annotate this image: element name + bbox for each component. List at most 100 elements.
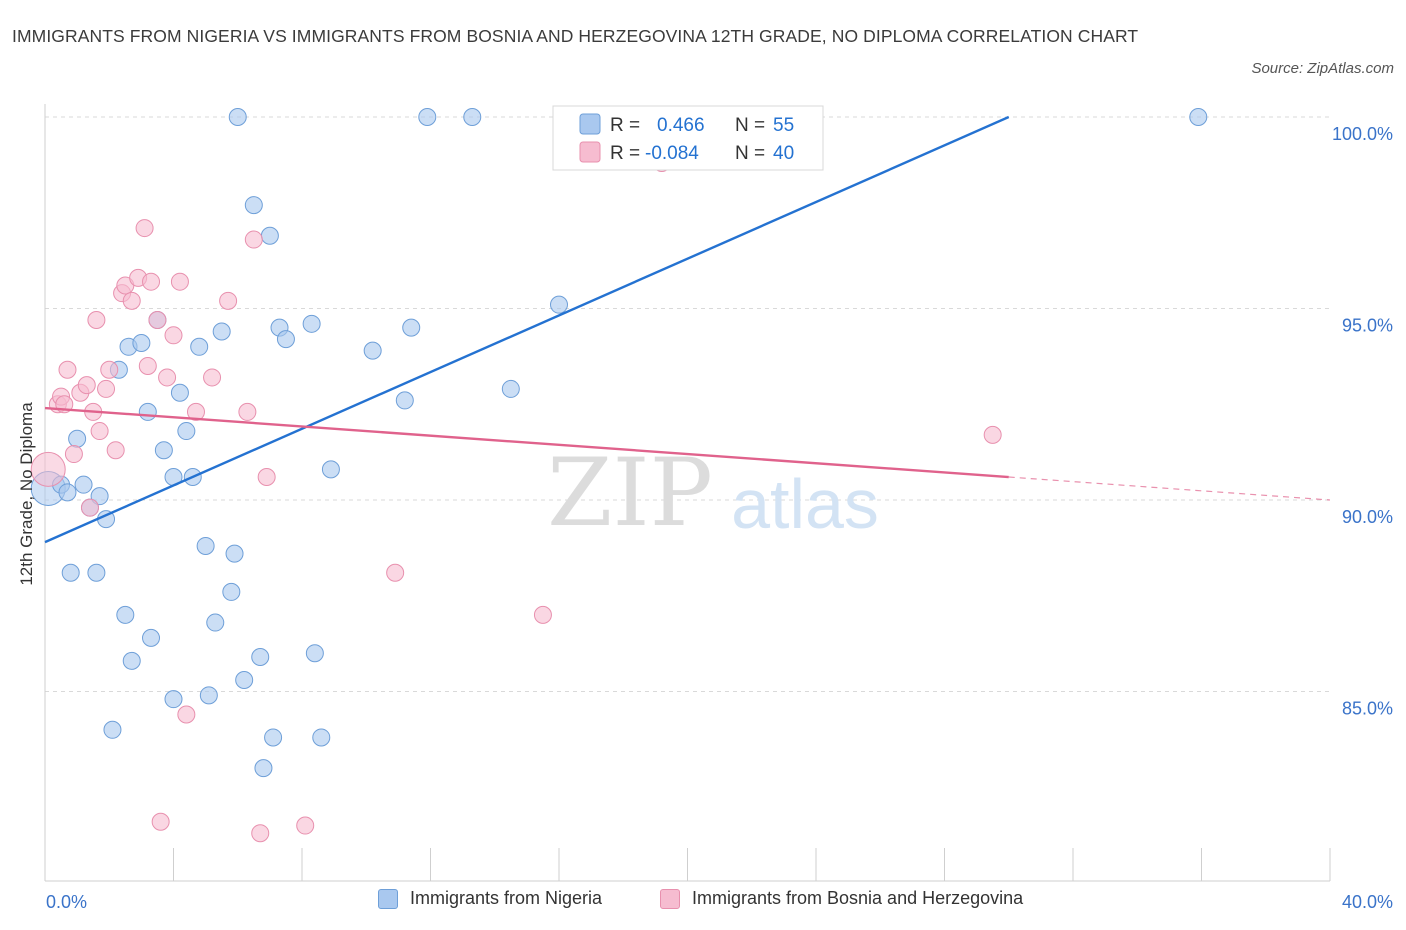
watermark-zip: ZIP <box>547 439 713 548</box>
nigeria-point <box>90 487 109 506</box>
bosnia-point <box>257 468 276 487</box>
watermark-atlas: atlas <box>731 465 879 543</box>
nigeria-point <box>276 330 295 349</box>
nigeria-point <box>235 671 254 690</box>
bosnia-point <box>251 824 270 843</box>
bosnia-point <box>142 272 161 291</box>
bosnia-point <box>90 422 109 441</box>
y-axis-label: 12th Grade, No Diploma <box>17 402 36 586</box>
x-tick-label: 0.0% <box>46 892 87 912</box>
nigeria-point <box>74 475 93 494</box>
legend-r-label: R = <box>610 115 640 136</box>
bosnia-point <box>138 356 157 375</box>
nigeria-point <box>164 690 183 709</box>
nigeria-point <box>212 322 231 341</box>
nigeria-point <box>251 648 270 667</box>
nigeria-point <box>177 422 196 441</box>
bosnia-point <box>122 291 141 310</box>
nigeria-point <box>402 318 421 337</box>
nigeria-point <box>68 429 87 448</box>
legend-swatch-nigeria <box>378 888 398 909</box>
bosnia-point <box>177 705 196 724</box>
legend-n-label: N = <box>735 143 765 164</box>
nigeria-trend-line <box>44 115 1010 544</box>
bosnia-point <box>64 445 83 464</box>
chart-title: IMMIGRANTS FROM NIGERIA VS IMMIGRANTS FR… <box>12 26 1139 46</box>
bosnia-point <box>87 310 106 329</box>
nigeria-point <box>228 108 247 126</box>
bosnia-point <box>164 326 183 345</box>
nigeria-point <box>138 402 157 421</box>
nigeria-point <box>196 536 215 555</box>
axes: 100.0% 95.0% 90.0% 85.0% 0.0% 40.0% <box>44 104 1393 912</box>
nigeria-point <box>170 383 189 402</box>
nigeria-point <box>254 759 273 778</box>
legend-n-value: 40 <box>773 143 794 164</box>
nigeria-point <box>225 544 244 563</box>
legend-n-label: N = <box>735 115 765 136</box>
nigeria-point <box>87 563 106 582</box>
bosnia-point <box>533 605 552 624</box>
bosnia-point <box>170 272 189 291</box>
y-tick-label: 90.0% <box>1342 507 1393 527</box>
legend-r-label: R = <box>610 143 640 164</box>
legend-n-value: 55 <box>773 115 794 136</box>
y-tick-label: 100.0% <box>1332 124 1393 144</box>
y-tick-label: 95.0% <box>1342 316 1393 336</box>
nigeria-point <box>305 644 324 663</box>
nigeria-point <box>260 226 279 245</box>
bosnia-point <box>58 360 77 379</box>
data-points <box>30 108 1208 843</box>
bosnia-point <box>30 451 66 487</box>
watermark: ZIP atlas <box>547 439 879 548</box>
nigeria-point <box>264 728 283 747</box>
bosnia-point <box>80 498 99 517</box>
nigeria-point <box>142 628 161 647</box>
nigeria-point <box>302 314 321 333</box>
bosnia-point <box>97 379 116 398</box>
nigeria-point <box>1189 108 1208 126</box>
bosnia-point <box>158 368 177 387</box>
legend-r-value: 0.466 <box>657 115 705 136</box>
nigeria-point <box>222 582 241 601</box>
nigeria-point <box>61 563 80 582</box>
bosnia-point <box>100 360 119 379</box>
bosnia-point <box>244 230 263 249</box>
legend-swatch-nigeria <box>579 113 601 135</box>
nigeria-point <box>116 605 135 624</box>
grid-lines <box>45 116 1330 692</box>
y-tick-label: 85.0% <box>1342 699 1393 719</box>
bosnia-point <box>296 816 315 835</box>
nigeria-point <box>58 483 77 502</box>
bosnia-trend-extension <box>1008 476 1331 501</box>
legend-label-nigeria: Immigrants from Nigeria <box>410 888 603 908</box>
nigeria-point <box>321 460 340 479</box>
nigeria-point <box>312 728 331 747</box>
nigeria-point <box>463 108 482 126</box>
nigeria-point <box>154 441 173 460</box>
nigeria-point <box>199 686 218 705</box>
bosnia-point <box>106 441 125 460</box>
nigeria-point <box>363 341 382 360</box>
legend-item-nigeria: Immigrants from Nigeria <box>378 888 602 909</box>
nigeria-point <box>122 651 141 670</box>
legend-label-bosnia: Immigrants from Bosnia and Herzegovina <box>692 888 1024 908</box>
nigeria-point <box>103 720 122 739</box>
bosnia-trend-line <box>44 406 1009 479</box>
trend-lines <box>44 115 1331 544</box>
chart-source: Source: ZipAtlas.com <box>1251 60 1394 77</box>
x-tick-label: 40.0% <box>1342 892 1393 912</box>
legend-r-value: -0.084 <box>645 143 699 164</box>
nigeria-point <box>501 379 520 398</box>
nigeria-point <box>395 391 414 410</box>
legend-swatch-bosnia <box>660 888 680 909</box>
nigeria-point <box>206 613 225 632</box>
bosnia-point <box>219 291 238 310</box>
bosnia-point <box>148 310 167 329</box>
nigeria-point <box>132 333 151 352</box>
series-legend: Immigrants from Nigeria Immigrants from … <box>0 888 1406 916</box>
nigeria-point <box>418 108 437 126</box>
legend-item-bosnia: Immigrants from Bosnia and Herzegovina <box>660 888 1023 909</box>
bosnia-point <box>77 376 96 395</box>
bosnia-point <box>203 368 222 387</box>
